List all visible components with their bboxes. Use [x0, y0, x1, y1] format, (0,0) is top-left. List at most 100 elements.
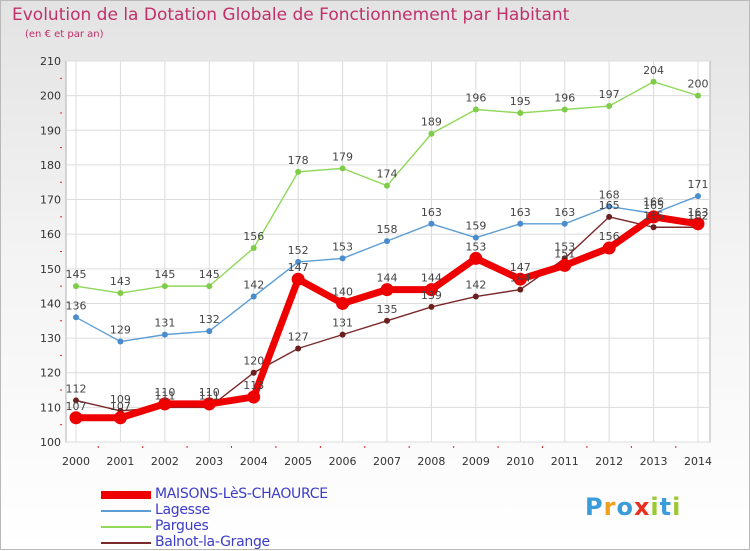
- y-tick-label: 100: [40, 436, 61, 449]
- data-point: [424, 283, 438, 297]
- data-point: [428, 220, 435, 227]
- data-point: [472, 106, 479, 113]
- data-label: 107: [66, 400, 87, 413]
- data-point: [206, 283, 213, 290]
- data-point: [295, 168, 302, 175]
- data-point: [339, 331, 346, 338]
- data-label: 166: [643, 195, 664, 208]
- data-point: [650, 78, 657, 85]
- data-point: [202, 397, 216, 411]
- data-label: 112: [66, 382, 87, 395]
- data-label: 145: [154, 268, 175, 281]
- x-tick-label: 2013: [640, 455, 668, 468]
- data-label: 196: [465, 91, 486, 104]
- data-point: [113, 411, 127, 425]
- logo-letter: i: [650, 493, 660, 521]
- data-point: [691, 217, 705, 231]
- data-label: 165: [643, 199, 664, 212]
- data-label: 139: [421, 289, 442, 302]
- data-point: [69, 411, 83, 425]
- data-point: [428, 303, 435, 310]
- data-point: [606, 203, 613, 210]
- data-label: 110: [199, 386, 220, 399]
- data-point: [250, 369, 257, 376]
- data-point: [206, 328, 213, 335]
- data-label: 111: [199, 389, 220, 402]
- y-tick-label: 150: [40, 263, 61, 276]
- data-point: [250, 245, 257, 252]
- data-label: 144: [377, 272, 398, 285]
- data-label: 109: [110, 393, 131, 406]
- data-label: 127: [288, 330, 309, 343]
- y-tick-label: 200: [40, 90, 61, 103]
- data-point: [695, 193, 701, 200]
- data-label: 132: [199, 313, 220, 326]
- data-label: 163: [510, 206, 531, 219]
- data-label: 159: [465, 220, 486, 233]
- legend-swatch: [101, 491, 151, 499]
- data-label: 158: [377, 223, 398, 236]
- data-point: [117, 338, 124, 345]
- data-label: 165: [643, 209, 664, 222]
- proxiti-logo: Proxiti: [585, 493, 681, 521]
- data-label: 113: [243, 379, 264, 392]
- data-label: 174: [377, 168, 398, 181]
- data-point: [472, 234, 479, 241]
- data-point: [517, 109, 524, 116]
- data-point: [650, 224, 657, 231]
- data-label: 151: [554, 247, 575, 260]
- data-point: [73, 314, 79, 321]
- data-label: 131: [332, 317, 353, 330]
- legend-swatch: [101, 542, 151, 544]
- data-point: [384, 182, 390, 189]
- data-label: 196: [554, 91, 575, 104]
- x-tick-label: 2000: [62, 455, 90, 468]
- data-label: 147: [510, 261, 531, 274]
- data-label: 131: [154, 317, 175, 330]
- data-point: [247, 390, 261, 404]
- legend-label: MAISONS-LèS-CHAOURCE: [155, 486, 328, 502]
- x-tick-label: 2011: [551, 455, 579, 468]
- x-tick-label: 2010: [506, 455, 534, 468]
- data-point: [558, 258, 572, 272]
- data-point: [384, 317, 390, 324]
- x-tick-label: 2003: [195, 455, 223, 468]
- logo-letter: r: [603, 493, 617, 521]
- y-tick-label: 160: [40, 228, 61, 241]
- data-label: 171: [688, 178, 709, 191]
- data-label: 153: [332, 240, 353, 253]
- data-label: 179: [332, 150, 353, 163]
- data-point: [339, 165, 346, 172]
- legend-label: Pargues: [155, 518, 209, 534]
- data-label: 136: [66, 299, 87, 312]
- logo-letter: t: [659, 493, 673, 521]
- data-label: 147: [288, 261, 309, 274]
- data-label: 153: [465, 240, 486, 253]
- data-label: 135: [377, 303, 398, 316]
- logo-letter: i: [672, 493, 682, 521]
- x-tick-label: 2007: [373, 455, 401, 468]
- x-tick-label: 2008: [417, 455, 445, 468]
- data-point: [561, 106, 568, 113]
- data-point: [384, 238, 390, 245]
- data-label: 204: [643, 64, 664, 77]
- data-label: 195: [510, 95, 531, 108]
- x-tick-label: 2005: [284, 455, 312, 468]
- logo-letter: x: [633, 493, 651, 521]
- data-label: 129: [110, 324, 131, 337]
- data-point: [469, 251, 483, 265]
- data-label: 189: [421, 116, 442, 129]
- legend-swatch: [101, 526, 151, 528]
- data-point: [250, 293, 257, 300]
- data-label: 163: [421, 206, 442, 219]
- data-label: 163: [554, 206, 575, 219]
- data-label: 110: [154, 386, 175, 399]
- data-label: 111: [154, 389, 175, 402]
- data-point: [428, 130, 435, 137]
- data-label: 140: [332, 285, 353, 298]
- data-point: [73, 283, 79, 290]
- x-tick-label: 2001: [106, 455, 134, 468]
- data-label: 165: [599, 199, 620, 212]
- x-tick-label: 2002: [151, 455, 179, 468]
